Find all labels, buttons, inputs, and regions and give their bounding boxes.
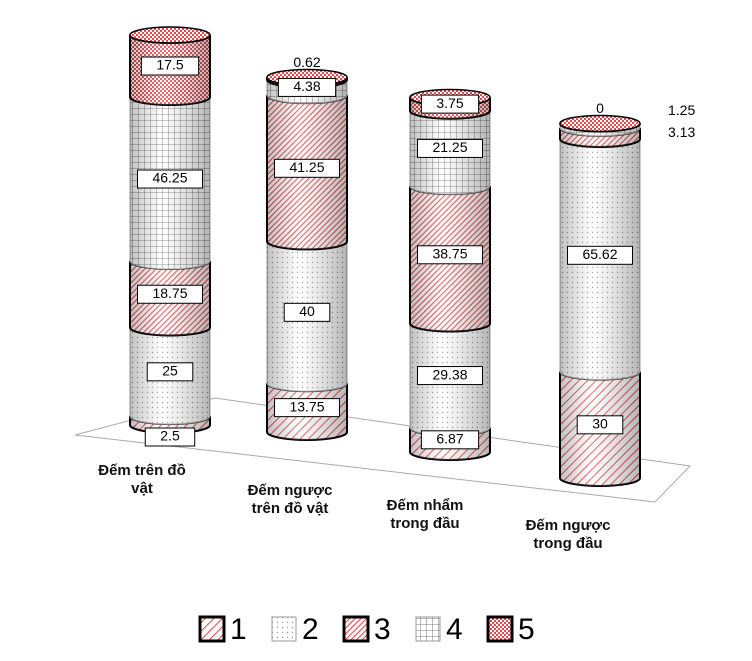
value-label: 29.38 [416,366,484,386]
legend-label: 5 [518,613,535,646]
cylinder-top [129,26,211,44]
value-label: 6.87 [420,430,480,450]
value-label: 2.5 [144,427,196,447]
value-label: 30 [576,415,624,435]
value-label: 41.25 [273,158,341,178]
category-label: Đếm nhẩm trong đầu [386,497,464,532]
value-label-text: 46.25 [152,170,187,186]
value-label-text: 30 [592,416,608,432]
value-label-text: 6.87 [436,431,463,447]
value-label-text: 3.13 [668,124,695,140]
value-label: 3.75 [420,94,480,114]
value-label-box [283,302,331,322]
value-label-text: 38.75 [432,245,467,261]
value-label-box [136,284,204,304]
value-label-box [420,94,480,114]
value-label-box [146,362,194,382]
value-label-text: 2.5 [160,428,180,444]
value-label: 38.75 [416,245,484,265]
legend-label: 3 [374,613,391,646]
value-label-text: 4.38 [293,78,320,94]
value-label-text: 25 [162,363,178,379]
legend-swatch [198,615,226,643]
value-label-box [420,430,480,450]
legend-label: 4 [446,613,463,646]
value-label-text: 17.5 [156,57,183,73]
value-label: 13.75 [273,398,341,418]
value-label-box [416,138,484,158]
category-label: Đếm ngược trong đầu [525,517,611,552]
value-label-text: 3.75 [436,95,463,111]
value-label-text: 1.25 [668,102,695,118]
value-label: 46.25 [136,169,204,189]
legend-label: 2 [302,613,319,646]
legend-swatch [342,615,370,643]
value-label-text: 13.75 [289,398,324,414]
legend-label: 1 [230,613,247,646]
value-label-box [140,56,200,76]
value-label-box [277,77,337,97]
value-label: 17.5 [140,56,200,76]
value-label: 18.75 [136,284,204,304]
value-label: 21.25 [416,138,484,158]
category-label: Đếm ngược trên đồ vật [247,482,333,517]
value-label-box [273,398,341,418]
value-label-box [136,169,204,189]
value-label: 65.62 [566,245,634,265]
value-label-box [576,415,624,435]
value-label-text: 40 [299,303,315,319]
value-label-text: 18.75 [152,285,187,301]
value-label-box [144,427,196,447]
value-label: 25 [146,362,194,382]
value-label-box [273,158,341,178]
value-label-box [416,245,484,265]
value-label-text: 0 [596,100,604,116]
value-label-text: 0.62 [293,54,320,70]
value-label: 4.38 [277,77,337,97]
value-label-text: 41.25 [289,159,324,175]
legend-swatch [415,616,441,642]
legend-swatch [271,616,297,642]
value-label: 40 [283,302,331,322]
value-label-text: 65.62 [582,246,617,262]
value-label-box [416,366,484,386]
category-label: Đếm trên đồ vật [98,462,186,497]
value-label-text: 21.25 [432,139,467,155]
value-label-text: 29.38 [432,366,467,382]
value-label-box [566,245,634,265]
cylinder-top [559,114,641,133]
legend-swatch [486,615,514,643]
